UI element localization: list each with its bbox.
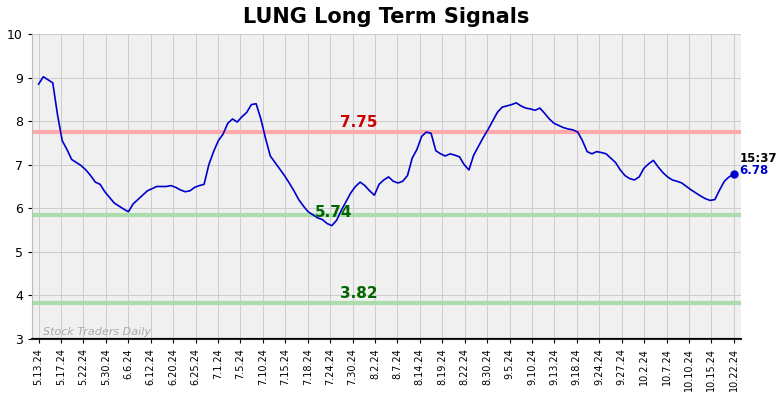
Text: Stock Traders Daily: Stock Traders Daily	[43, 328, 151, 338]
Text: 7.75: 7.75	[340, 115, 377, 130]
Text: 15:37: 15:37	[739, 152, 777, 165]
Text: 5.74: 5.74	[315, 205, 352, 220]
Text: 3.82: 3.82	[340, 286, 378, 301]
Text: 6.78: 6.78	[739, 164, 768, 177]
Title: LUNG Long Term Signals: LUNG Long Term Signals	[243, 7, 529, 27]
